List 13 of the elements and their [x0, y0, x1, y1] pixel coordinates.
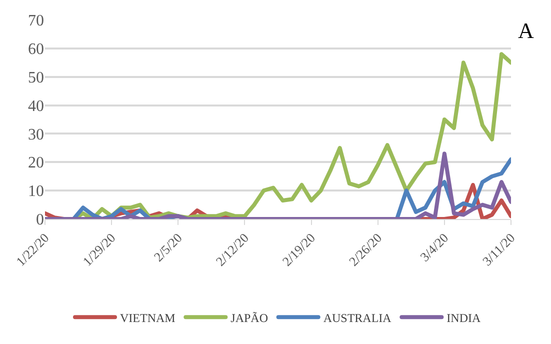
- y-tick-label: 50: [28, 69, 44, 86]
- y-tick-label: 30: [28, 126, 44, 144]
- y-tick-label: 60: [28, 41, 44, 58]
- legend-label: VIETNAM: [120, 310, 176, 325]
- legend-label: INDIA: [446, 310, 481, 325]
- y-tick-label: 70: [28, 12, 44, 30]
- y-tick-label: 10: [28, 183, 44, 200]
- y-tick-label: 20: [28, 154, 44, 172]
- legend-label: AUSTRALIA: [323, 310, 392, 325]
- legend-label: JAPÃO: [230, 310, 268, 325]
- y-tick-label: 0: [36, 212, 44, 229]
- text: A: [518, 18, 534, 43]
- y-tick-label: 40: [28, 98, 44, 115]
